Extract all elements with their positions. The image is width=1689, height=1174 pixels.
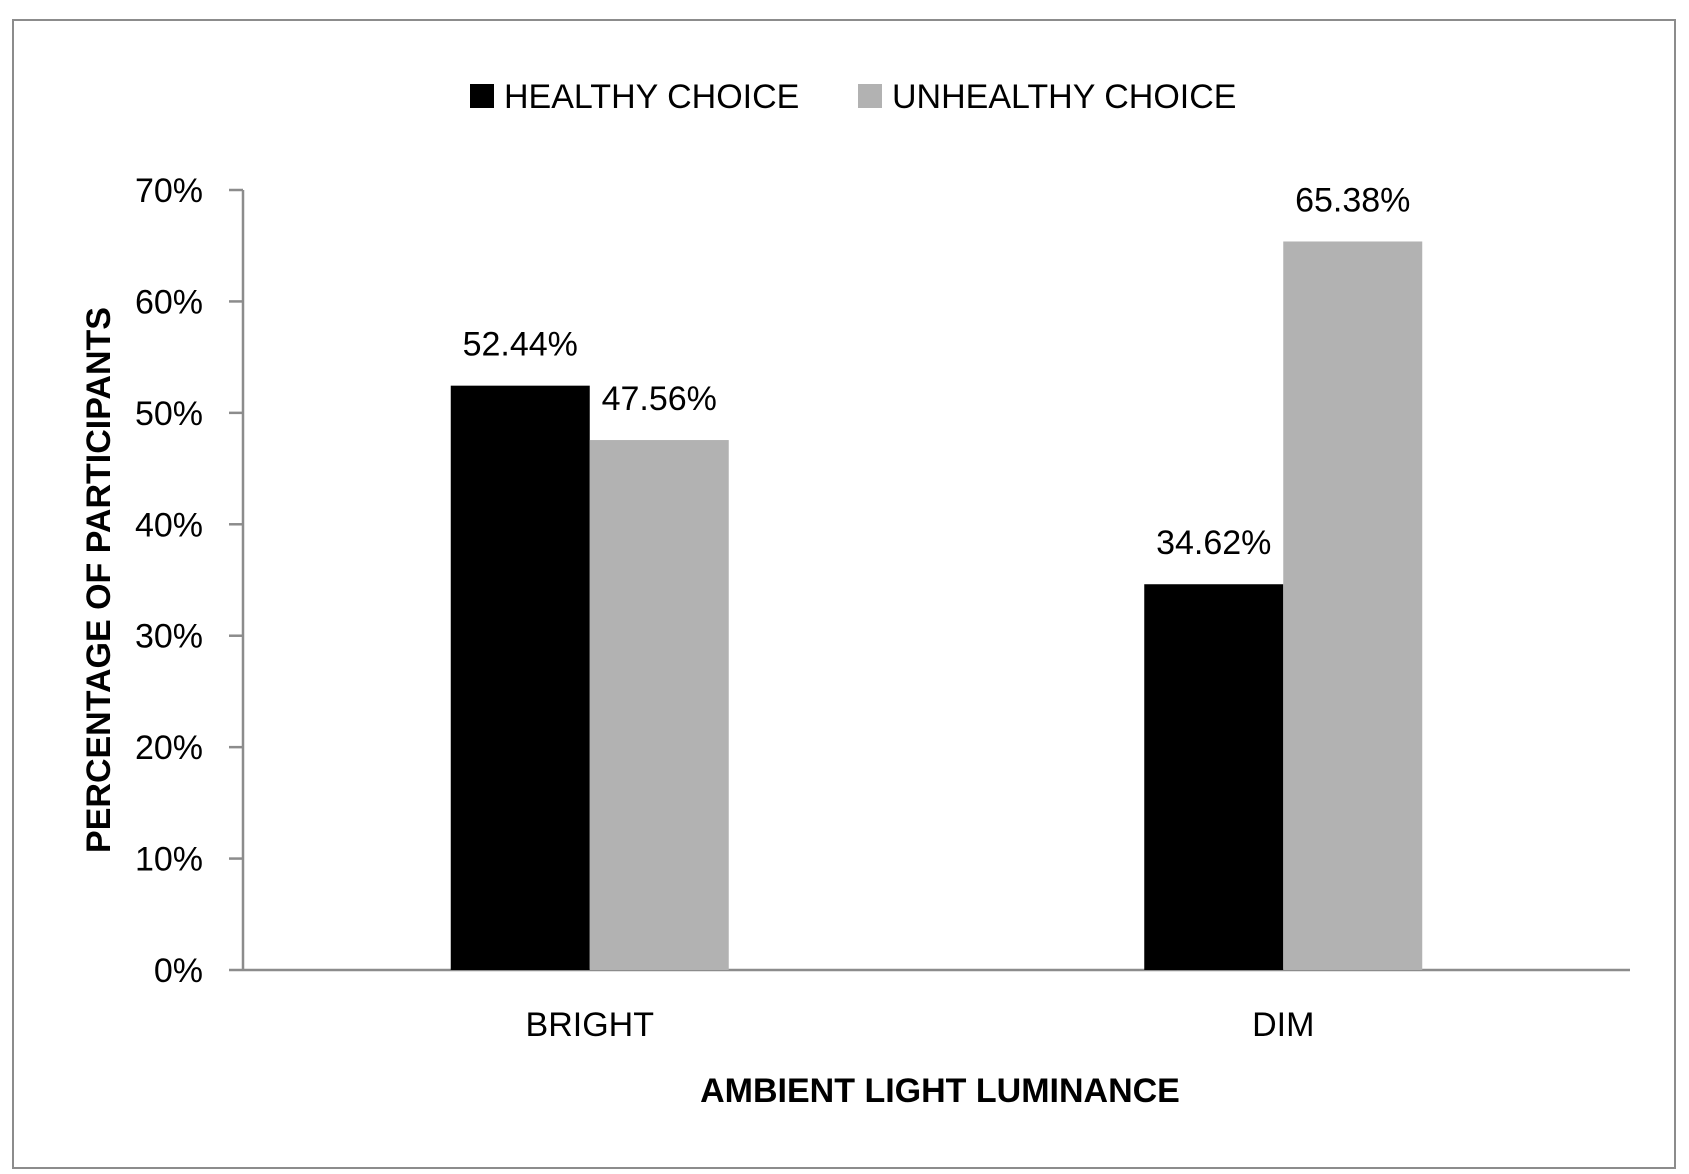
bar — [589, 440, 729, 970]
y-tick-label: 40% — [135, 506, 203, 544]
y-tick-label: 30% — [135, 618, 203, 656]
legend-label: UNHEALTHY CHOICE — [892, 78, 1236, 116]
y-tick-label: 60% — [135, 283, 203, 321]
legend-swatch — [470, 84, 494, 108]
x-axis-title: AMBIENT LIGHT LUMINANCE — [700, 1072, 1180, 1110]
data-label: 47.56% — [602, 380, 717, 418]
x-category-label: DIM — [1252, 1006, 1314, 1044]
x-axis: BRIGHT DIM — [243, 968, 1630, 1044]
y-tick-label: 10% — [135, 841, 203, 879]
data-label: 52.44% — [463, 326, 578, 364]
y-axis: 0% 10% 20% 30% 40% 50% 60% 70% — [135, 172, 245, 990]
legend-swatch — [858, 84, 882, 108]
data-label: 65.38% — [1295, 181, 1410, 219]
data-labels: 52.44% 47.56% 34.62% 65.38% — [463, 181, 1411, 562]
y-tick-label: 0% — [154, 952, 203, 990]
data-label: 34.62% — [1156, 524, 1271, 562]
y-tick-label: 70% — [135, 172, 203, 210]
y-axis-title: PERCENTAGE OF PARTICIPANTS — [80, 307, 118, 853]
legend: HEALTHY CHOICE UNHEALTHY CHOICE — [470, 78, 1236, 116]
y-tick-label: 50% — [135, 395, 203, 433]
legend-label: HEALTHY CHOICE — [504, 78, 799, 116]
bar — [1144, 584, 1284, 970]
bar — [1283, 241, 1423, 971]
bar — [450, 385, 590, 970]
x-category-label: BRIGHT — [526, 1006, 654, 1044]
y-tick-label: 20% — [135, 729, 203, 767]
bars — [450, 241, 1423, 971]
